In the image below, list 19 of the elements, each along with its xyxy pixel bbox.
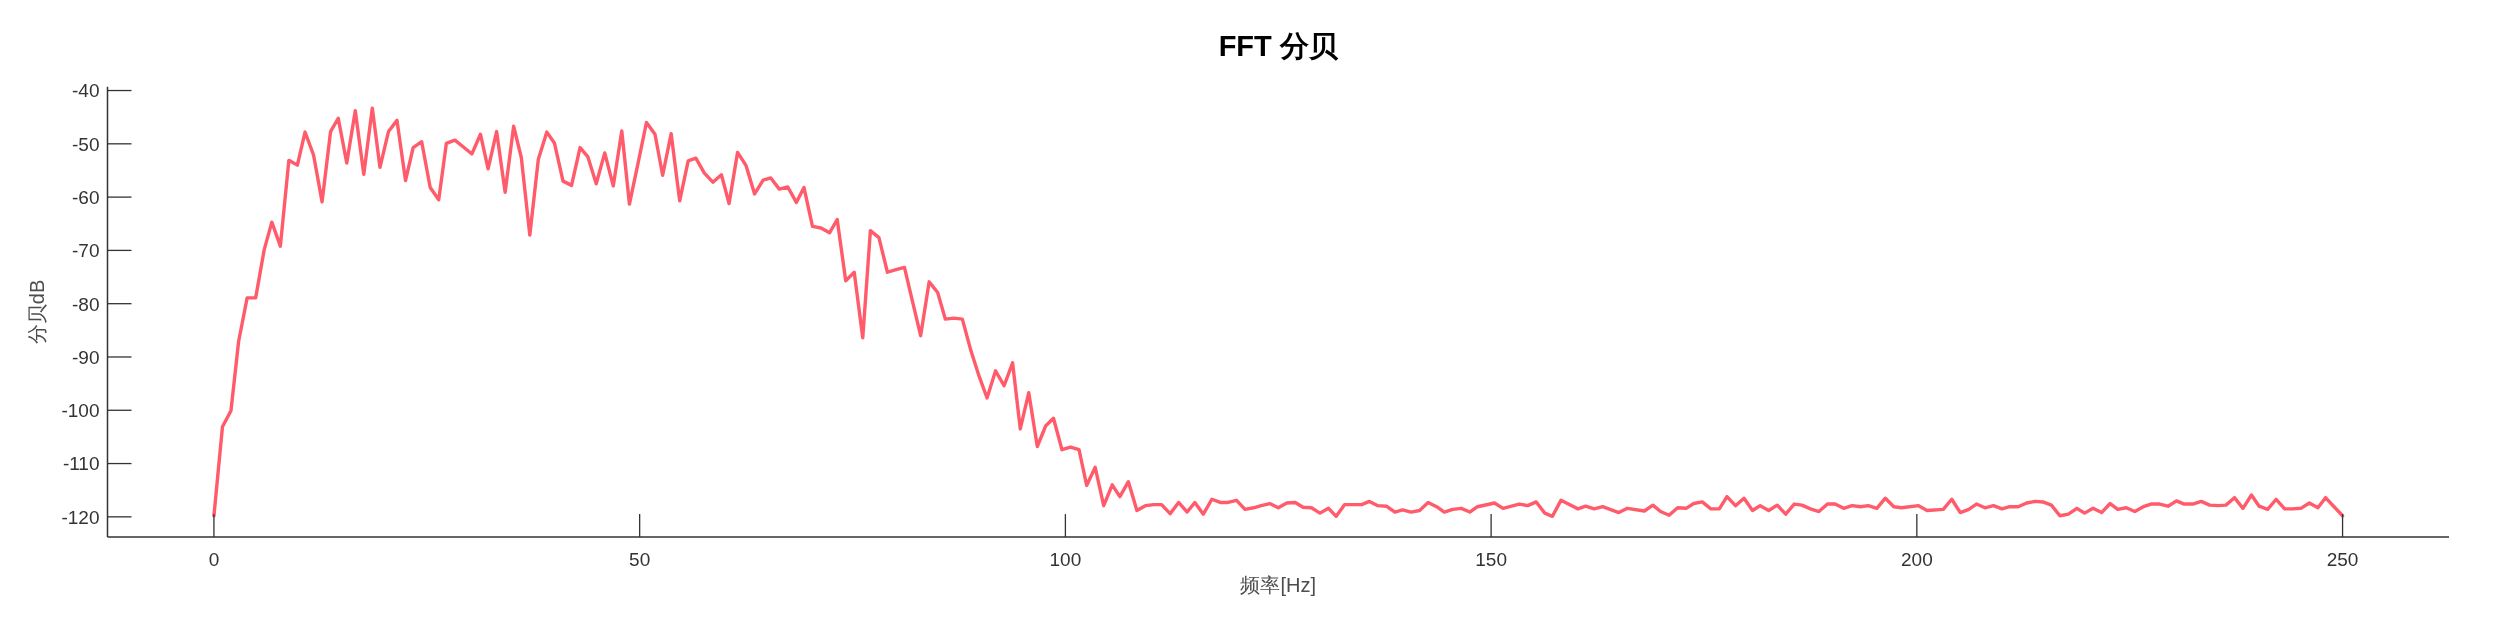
y-tick-label: -80	[72, 293, 100, 315]
y-tick-label: -70	[72, 240, 100, 262]
x-tick-label: 250	[2326, 549, 2359, 570]
x-tick-label: 0	[208, 549, 220, 570]
y-tick-label: -60	[72, 186, 100, 208]
y-tick-label: -110	[62, 453, 100, 475]
y-tick-label: -90	[72, 346, 100, 368]
chart-title: FFT 分贝	[1218, 30, 1339, 62]
x-axis-title: 频率[Hz]	[1240, 574, 1317, 596]
y-tick-label: -40	[72, 80, 100, 102]
y-axis-title: 分贝dB	[26, 279, 49, 345]
line-series	[212, 106, 2345, 519]
y-tick-label: -100	[61, 400, 100, 422]
x-tick-label: 150	[1475, 549, 1507, 570]
y-tick-label: -50	[72, 133, 100, 155]
y-tick-label: -120	[61, 506, 100, 528]
x-tick-label: 50	[629, 549, 651, 570]
x-tick-label: 200	[1900, 549, 1933, 570]
x-tick-label: 100	[1049, 549, 1082, 570]
